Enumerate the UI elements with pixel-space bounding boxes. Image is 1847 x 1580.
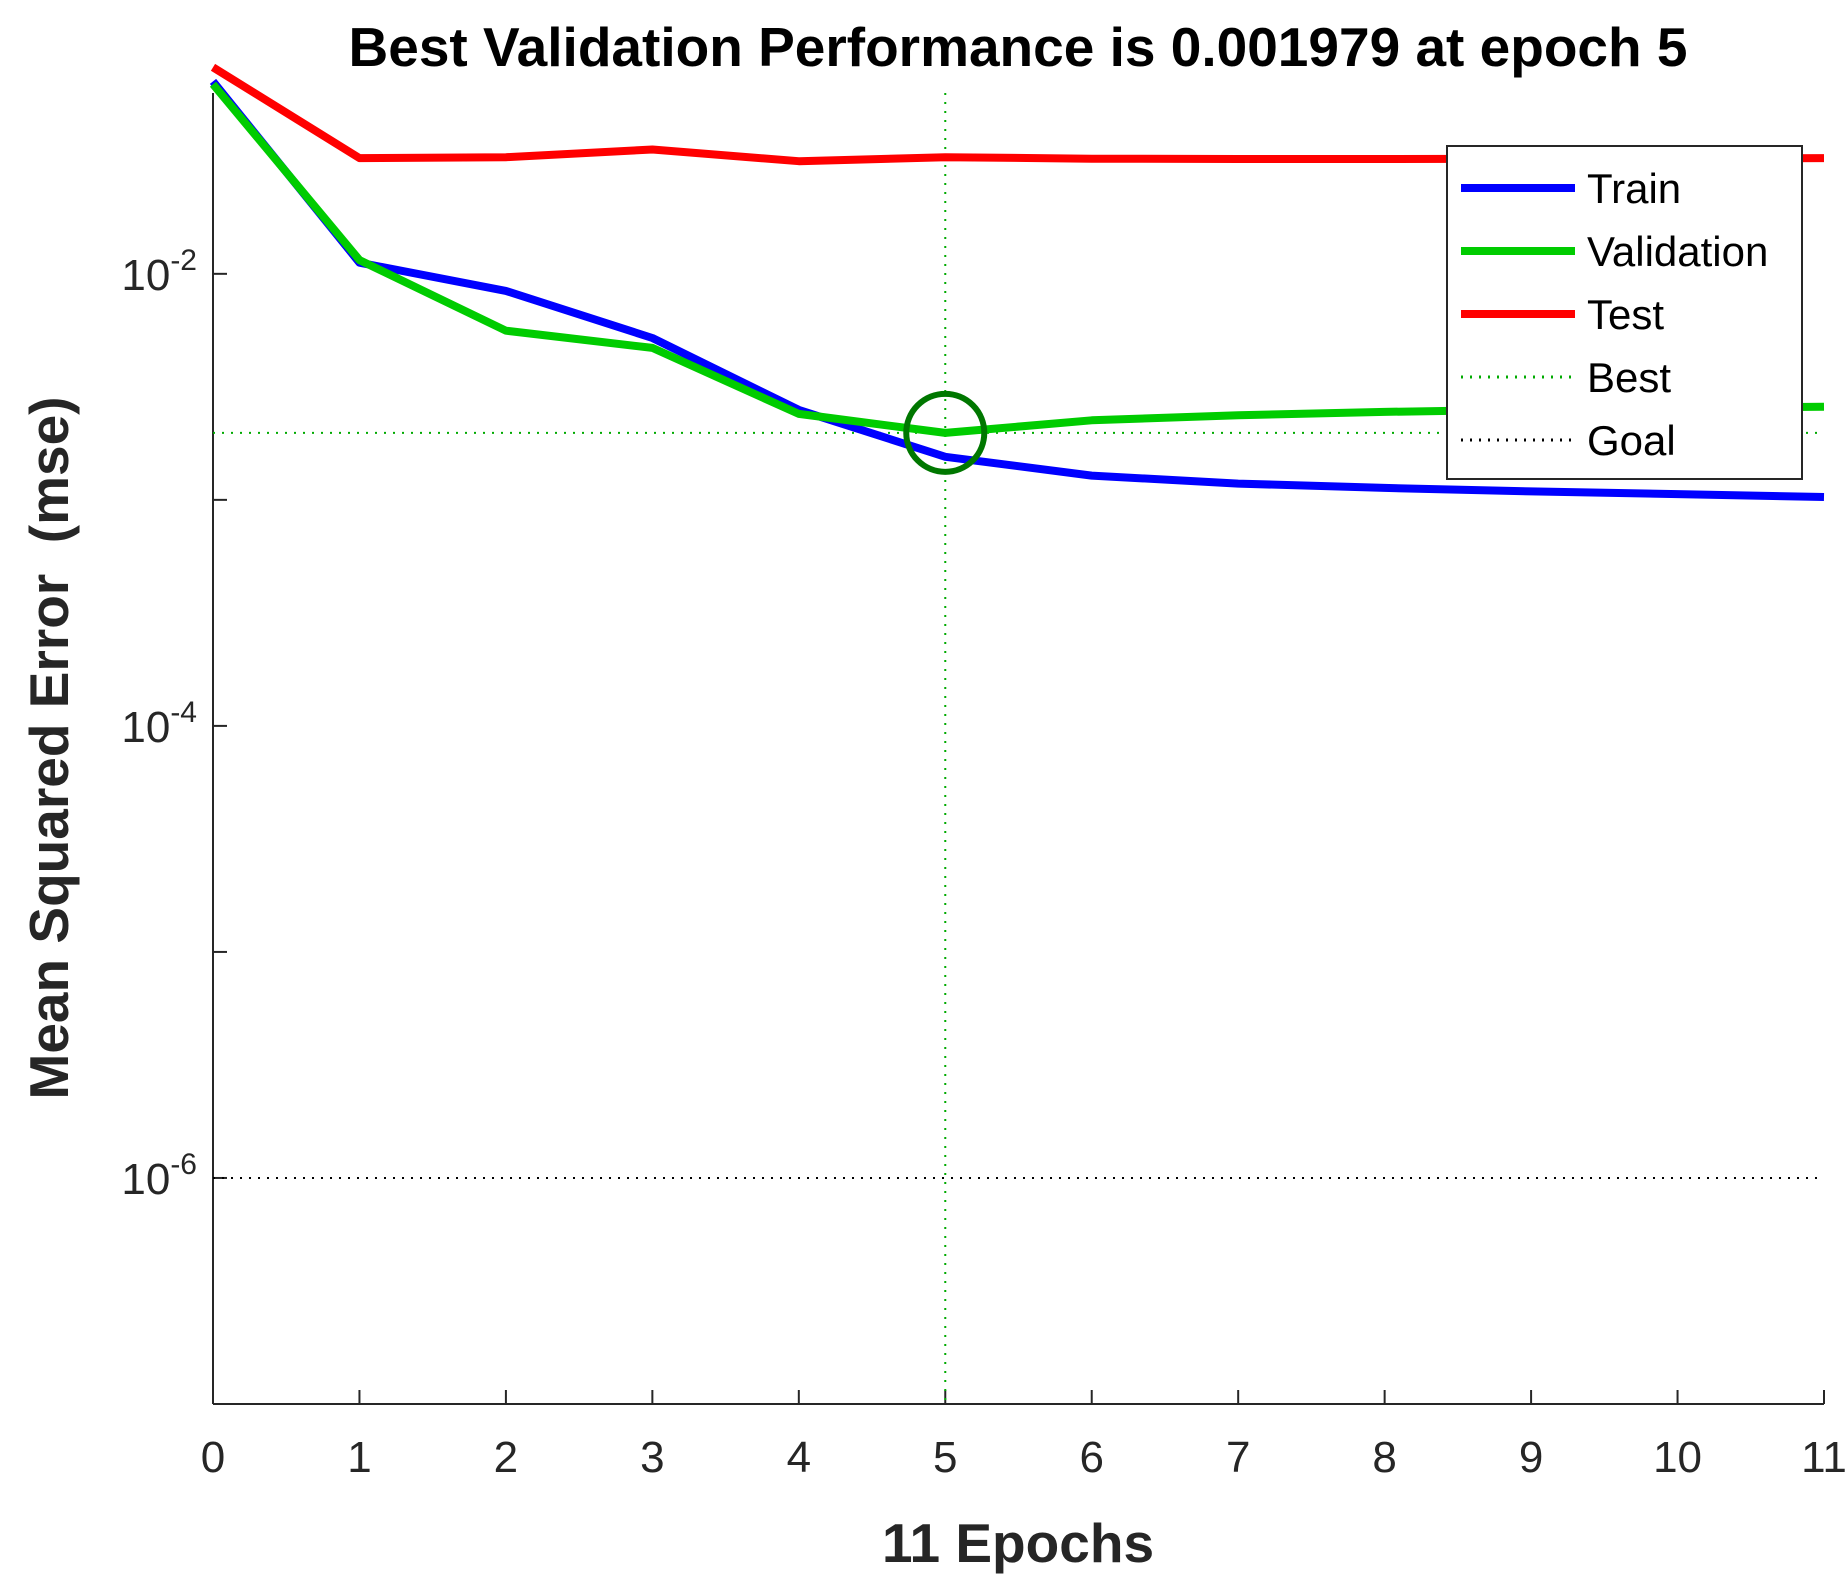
y-axis-label: Mean Squared Error (mse) [18, 397, 80, 1100]
x-tick-label: 0 [201, 1433, 225, 1482]
x-tick-label: 1 [347, 1433, 371, 1482]
x-tick-label: 9 [1519, 1433, 1543, 1482]
x-tick-label: 11 [1801, 1433, 1847, 1482]
series-line-train [209, 78, 1825, 501]
legend-label-test: Test [1587, 291, 1664, 338]
x-tick-label: 2 [494, 1433, 518, 1482]
x-axis-label: 11 Epochs [882, 1512, 1154, 1574]
x-tick-label: 8 [1372, 1433, 1396, 1482]
x-tick-label: 10 [1653, 1433, 1702, 1482]
x-tick-label: 6 [1079, 1433, 1103, 1482]
x-tick-label: 3 [640, 1433, 664, 1482]
x-tick-label: 7 [1226, 1433, 1250, 1482]
x-tick-label: 4 [787, 1433, 811, 1482]
y-tick-label: 10-2 [121, 244, 197, 300]
legend-label-validation: Validation [1587, 228, 1768, 275]
y-tick-label: 10-6 [121, 1148, 197, 1204]
legend-label-goal: Goal [1587, 417, 1676, 464]
best-point-marker [903, 390, 988, 475]
x-tick-label: 5 [933, 1433, 957, 1482]
legend-label-train: Train [1587, 165, 1681, 212]
legend-label-best: Best [1587, 354, 1671, 401]
y-tick-label: 10-4 [121, 696, 197, 752]
legend: Train Validation Test Best Goal [1446, 145, 1803, 480]
chart-title: Best Validation Performance is 0.001979 … [349, 16, 1688, 78]
